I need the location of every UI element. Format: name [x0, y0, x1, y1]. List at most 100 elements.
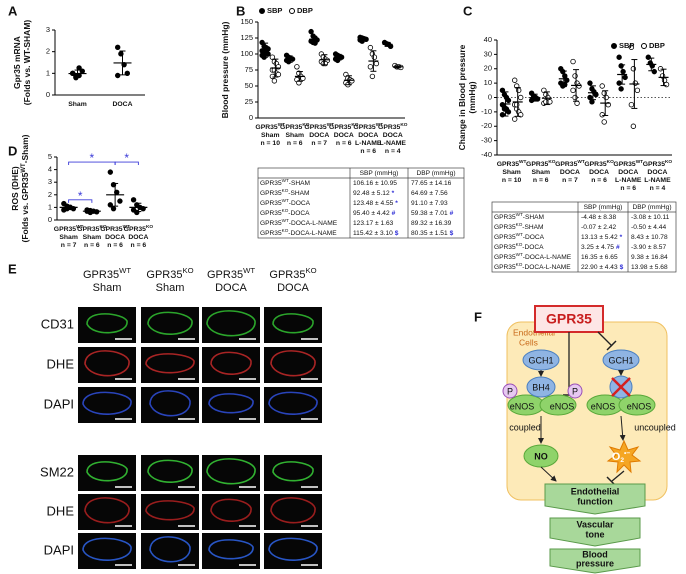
legend-marker — [641, 43, 647, 49]
text-run: GPR35 — [304, 124, 327, 131]
data-point — [628, 101, 635, 108]
text-run: DOCA — [358, 132, 378, 139]
cell-mark: * — [395, 200, 398, 207]
cell-value: 80.35 ± 1.51 — [411, 230, 448, 237]
cross — [611, 377, 631, 397]
text-run: KO — [282, 228, 289, 233]
outcome-box — [549, 548, 641, 574]
cell-value: 115.42 ± 3.10 — [353, 230, 393, 237]
cell-value: 95.40 ± 4.42 — [353, 210, 390, 217]
text-run: n = 6 — [287, 140, 303, 147]
table-cell: 64.69 ± 7.56 — [411, 190, 448, 197]
vessel-outline — [149, 536, 191, 563]
data-point — [622, 74, 628, 81]
vessel-outline — [272, 313, 314, 334]
cell-value: -0.07 ± 2.42 — [581, 224, 616, 231]
table-cell: -3.08 ± 10.11 — [631, 214, 670, 221]
text-run: GPR35 — [494, 224, 516, 231]
micrograph — [264, 347, 322, 383]
text-run: n = 6 — [131, 242, 147, 249]
micrograph — [141, 494, 199, 530]
legend-label: DBP — [297, 6, 313, 15]
text-run: L-NAME — [355, 140, 382, 147]
x-tick-label: DOCA — [589, 169, 609, 176]
row-label: SM22 — [40, 464, 74, 479]
text-run: GPR35 — [526, 161, 549, 168]
table-row-label: GPR35KO-DOCA — [260, 208, 310, 217]
table-row-label: GPR35KO-DOCA-L-NAME — [494, 262, 571, 271]
y-tick-label: -10 — [481, 107, 492, 116]
table-row-label: GPR35WT-DOCA — [260, 198, 311, 207]
data-point — [601, 90, 607, 96]
data-point — [616, 80, 622, 86]
data-point — [630, 123, 637, 129]
cell-mark: # — [392, 210, 396, 217]
x-tick-label: n = 6 — [107, 242, 123, 249]
text-run: n = 7 — [311, 140, 327, 147]
text-run: GPR35 — [260, 230, 282, 237]
legend-label: DBP — [649, 41, 665, 50]
table-border — [491, 201, 677, 273]
column-header: DOCA — [277, 282, 309, 294]
text-run: GPR35 — [260, 220, 282, 227]
row-label: DHE — [47, 356, 75, 371]
text-run: KO — [400, 122, 407, 128]
text-run: -DOCA-L-NAME — [289, 220, 338, 227]
x-tick-label: GPR35KO — [329, 122, 359, 131]
micrograph — [141, 347, 199, 383]
table-cell: 3.25 ± 4.75 # — [581, 244, 620, 251]
row-label: DHE — [47, 503, 75, 518]
x-tick-label: L-NAME — [615, 177, 642, 184]
table-cell: 123.48 ± 4.55 * — [353, 200, 398, 207]
data-point — [628, 44, 635, 50]
table-cell: -0.50 ± 4.44 — [631, 224, 666, 231]
y-tick-label: 0 — [488, 92, 492, 101]
data-point — [562, 73, 568, 79]
x-tick-label: L-NAME — [380, 140, 407, 147]
data-point — [601, 119, 607, 125]
x-tick-label: n = 6 — [591, 177, 607, 184]
text-run: (Folds vs. GPR35 — [20, 172, 30, 242]
x-tick-label: Sham — [68, 101, 87, 108]
y-tick-label: 1 — [46, 68, 50, 77]
x-tick-label: GPR35KO — [584, 159, 614, 168]
column-header: GPR35KO — [269, 266, 316, 281]
legend-marker — [259, 8, 265, 14]
x-tick-label: n = 6 — [533, 177, 549, 184]
data-point — [599, 83, 605, 89]
text-run: O — [612, 451, 621, 463]
x-tick-label: n = 7 — [311, 140, 327, 147]
cell-value: 92.48 ± 5.12 — [353, 190, 390, 197]
micrograph — [202, 533, 260, 569]
text-run: n = 10 — [502, 177, 522, 184]
text-run: GPR35 — [497, 161, 520, 168]
vessel-outline — [145, 500, 195, 521]
text-run: WT — [516, 252, 523, 257]
row-label: DAPI — [44, 396, 74, 411]
x-tick-label: GPR35WT — [304, 122, 334, 131]
text-run: -SHAM — [522, 224, 543, 231]
data-point — [630, 66, 637, 72]
x-tick-label: n = 6 — [336, 140, 352, 147]
vessel-outline — [149, 390, 191, 417]
x-tick-label: DOCA — [618, 169, 638, 176]
text-run: GPR35 — [280, 124, 303, 131]
table-header: SBP (mmHg) — [584, 204, 623, 211]
coupled-label: coupled — [509, 422, 541, 432]
x-tick-label: n = 4 — [650, 185, 666, 192]
text-run: GPR35 — [77, 226, 100, 233]
table-header: DBP (mmHg) — [416, 170, 455, 177]
table-row-label: GPR35WT-SHAM — [260, 178, 310, 187]
text-run: DOCA — [128, 234, 148, 241]
text-run: Sham — [261, 132, 280, 139]
x-tick-label: GPR35WT — [353, 122, 383, 131]
text-run: WT — [282, 178, 289, 183]
text-run: WT — [243, 266, 255, 275]
y-tick-label: 30 — [484, 49, 492, 58]
text-run: WT — [282, 218, 289, 223]
outcome-label: pressure — [576, 558, 614, 568]
enos-label: eNOS — [627, 401, 652, 411]
text-run: KO — [146, 224, 153, 230]
data-point — [505, 109, 512, 115]
